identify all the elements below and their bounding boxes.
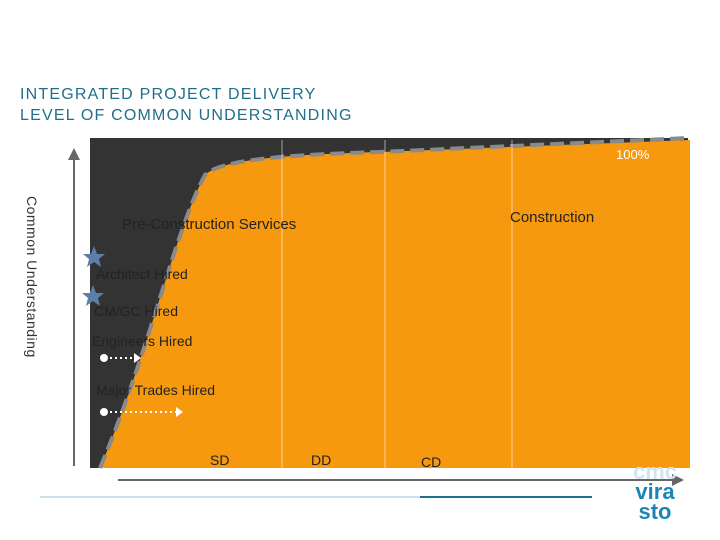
logo-line-2: vira xyxy=(635,479,675,504)
construction-label: Construction xyxy=(510,209,595,226)
phase-sd-label: SD xyxy=(210,452,230,468)
x-axis-arrowhead xyxy=(672,474,684,486)
milestone-trades-label: Major Trades Hired xyxy=(96,382,216,398)
logo-line-3: sto xyxy=(638,499,672,524)
phase-cd-label: CD xyxy=(421,454,442,470)
company-logo: cmc vira sto xyxy=(620,459,690,524)
logo-line-1: cmc xyxy=(632,459,678,484)
y-axis-label: Common Understanding xyxy=(24,196,40,358)
dot-arrow-icon xyxy=(100,408,108,416)
preconstruction-label: Pre-Construction Services xyxy=(122,216,297,233)
slide-title: INTEGRATED PROJECT DELIVERY LEVEL OF COM… xyxy=(20,84,353,126)
milestone-cmgc-label: CM/GC Hired xyxy=(94,303,179,319)
dot-arrow-head xyxy=(134,353,141,363)
top-percent-label: 100% xyxy=(616,147,650,162)
star-icon xyxy=(83,246,105,267)
understanding-curve xyxy=(98,136,689,469)
dot-arrow-icon xyxy=(100,354,108,362)
understanding-area xyxy=(100,140,690,468)
star-icon xyxy=(82,285,104,306)
dot-arrow-head xyxy=(176,407,183,417)
milestone-engineers-label: Engineers Hired xyxy=(92,333,193,349)
title-line-1: INTEGRATED PROJECT DELIVERY xyxy=(20,86,317,103)
title-line-2: LEVEL OF COMMON UNDERSTANDING xyxy=(20,107,353,124)
milestone-architect-label: Architect Hired xyxy=(96,266,188,282)
phase-dd-label: DD xyxy=(311,452,332,468)
y-axis-arrowhead xyxy=(68,148,80,160)
